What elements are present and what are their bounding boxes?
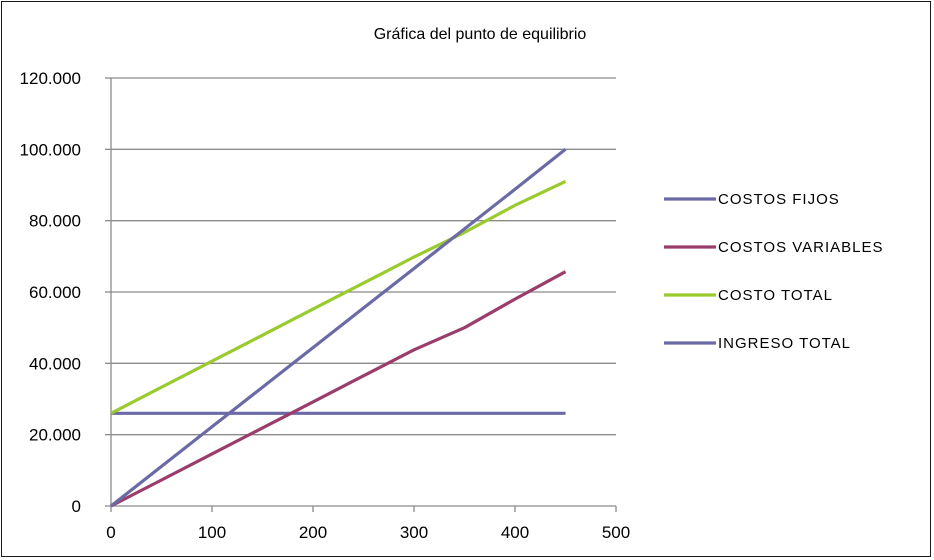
- y-axis-tick-labels: 0 20.000 40.000 60.000 80.000 100.000 120.000: [20, 69, 81, 516]
- y-tick-label: 60.000: [29, 283, 81, 302]
- y-tick-label: 100.000: [20, 140, 81, 159]
- legend-label-ingreso-total: INGRESO TOTAL: [718, 335, 851, 352]
- legend-label-costo-total: COSTO TOTAL: [718, 287, 833, 304]
- series-line-ingreso-total: [110, 148, 567, 508]
- x-tick-label: 100: [198, 523, 226, 542]
- chart-title: Gráfica del punto de equilibrio: [374, 26, 587, 43]
- x-tick-label: 300: [400, 523, 428, 542]
- gridlines: [111, 77, 616, 436]
- series-line-costo-total: [110, 179, 567, 415]
- axes: [105, 77, 617, 512]
- x-axis-tick-labels: 0 100 200 300 400 500: [106, 523, 630, 542]
- y-tick-label: 120.000: [20, 69, 81, 88]
- legend: COSTOS FIJOS COSTOS VARIABLES COSTO TOTAL I…: [664, 191, 884, 352]
- y-tick-label: 0: [72, 497, 81, 516]
- x-tick-label: 500: [602, 523, 630, 542]
- x-tick-label: 400: [501, 523, 529, 542]
- y-tick-label: 80.000: [29, 212, 81, 231]
- x-tick-label: 0: [106, 523, 115, 542]
- legend-label-costos-fijos: COSTOS FIJOS: [718, 191, 840, 208]
- legend-label-costos-variables: COSTOS VARIABLES: [718, 239, 884, 256]
- y-tick-label: 40.000: [29, 354, 81, 373]
- y-tick-label: 20.000: [29, 426, 81, 445]
- series-line-costos-variables: [110, 270, 567, 508]
- series-lines: [110, 148, 567, 508]
- x-tick-label: 200: [299, 523, 327, 542]
